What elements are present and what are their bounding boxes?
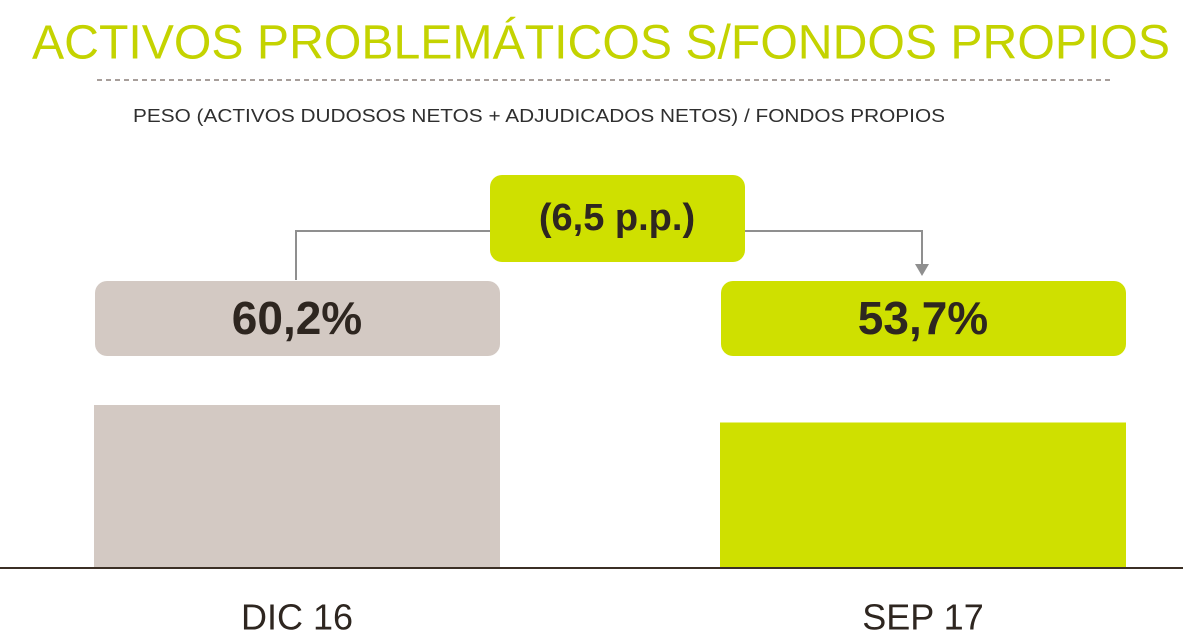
chart-title: ACTIVOS PROBLEMÁTICOS S/FONDOS PROPIOS bbox=[32, 17, 1170, 70]
annotation-box bbox=[490, 175, 745, 262]
connector bbox=[745, 230, 923, 266]
annotation: (6,5 p.p.) bbox=[539, 197, 695, 239]
chart-subtitle: PESO (ACTIVOS DUDOSOS NETOS + ADJUDICADO… bbox=[133, 106, 945, 126]
x-tick-label: DIC 16 bbox=[241, 597, 353, 638]
value-label: 60,2% bbox=[232, 292, 362, 344]
value-label-box bbox=[95, 281, 500, 356]
bar bbox=[94, 405, 500, 567]
bar bbox=[720, 422, 1126, 567]
x-tick-label: SEP 17 bbox=[862, 597, 983, 638]
value-label: 53,7% bbox=[858, 292, 988, 344]
arrow-head bbox=[915, 264, 929, 276]
connector bbox=[295, 230, 490, 280]
value-label-box bbox=[721, 281, 1126, 356]
